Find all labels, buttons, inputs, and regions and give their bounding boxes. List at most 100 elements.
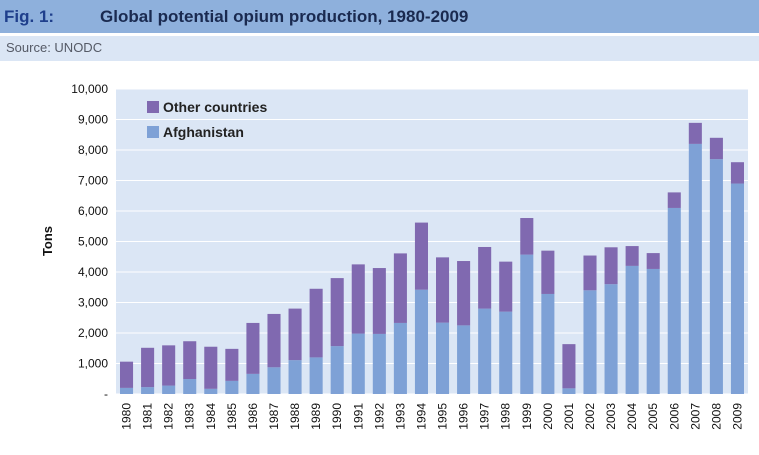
bar-other-countries-1989 bbox=[309, 288, 323, 358]
bar-afghanistan-2007 bbox=[688, 143, 702, 394]
chart-title: Global potential opium production, 1980-… bbox=[100, 7, 469, 26]
x-tick-label: 1989 bbox=[309, 403, 323, 430]
bar-afghanistan-1997 bbox=[478, 308, 492, 394]
x-tick-label: 1985 bbox=[225, 403, 239, 430]
bar-afghanistan-2005 bbox=[646, 268, 660, 394]
bar-other-countries-2006 bbox=[667, 192, 681, 208]
x-tick-label: 1993 bbox=[393, 403, 407, 430]
x-tick-label: 1999 bbox=[520, 403, 534, 430]
x-tick-label: 2008 bbox=[709, 403, 723, 430]
bar-afghanistan-1993 bbox=[393, 322, 407, 394]
x-tick-label: 2000 bbox=[541, 403, 555, 430]
bar-afghanistan-1995 bbox=[436, 322, 450, 394]
source-text: Source: UNODC bbox=[6, 40, 103, 55]
bar-afghanistan-2002 bbox=[583, 290, 597, 394]
x-tick-label: 2002 bbox=[583, 403, 597, 430]
gridlines bbox=[116, 88, 748, 395]
x-tick-label: 2009 bbox=[730, 403, 744, 430]
bar-other-countries-1996 bbox=[457, 261, 471, 326]
y-tick-label: - bbox=[104, 387, 108, 401]
bar-other-countries-2008 bbox=[709, 137, 723, 160]
bar-afghanistan-2009 bbox=[730, 183, 744, 394]
figure-label: Fig. 1: bbox=[4, 7, 55, 26]
x-tick-label: 1983 bbox=[183, 403, 197, 430]
y-tick-label: 10,000 bbox=[71, 82, 108, 96]
bar-afghanistan-1990 bbox=[330, 346, 344, 394]
bar-other-countries-1986 bbox=[246, 322, 260, 374]
bar-afghanistan-1983 bbox=[183, 379, 197, 394]
bar-afghanistan-1980 bbox=[120, 387, 134, 394]
y-tick-label: 4,000 bbox=[78, 265, 108, 279]
bar-afghanistan-1991 bbox=[351, 333, 365, 394]
x-tick-label: 1998 bbox=[499, 403, 513, 430]
y-tick-label: 1,000 bbox=[78, 357, 108, 371]
bar-afghanistan-1985 bbox=[225, 380, 239, 394]
x-tick-label: 1981 bbox=[141, 403, 155, 430]
bar-afghanistan-1988 bbox=[288, 360, 302, 394]
x-tick-label: 2007 bbox=[688, 403, 702, 430]
x-tick-label: 1997 bbox=[478, 403, 492, 430]
x-tick-label: 1996 bbox=[457, 403, 471, 430]
bar-other-countries-1984 bbox=[204, 346, 218, 389]
y-tick-label: 7,000 bbox=[78, 174, 108, 188]
bar-afghanistan-1982 bbox=[162, 385, 176, 394]
x-axis-ticks: 1980 1981 1982 1983 1984 1985 1986 1987 1988 1989… bbox=[120, 403, 745, 430]
bar-other-countries-2002 bbox=[583, 255, 597, 291]
bar-other-countries-1993 bbox=[393, 253, 407, 323]
legend-swatch-afghanistan bbox=[147, 126, 159, 138]
y-tick-label: 3,000 bbox=[78, 296, 108, 310]
bar-afghanistan-1989 bbox=[309, 357, 323, 394]
bar-afghanistan-2000 bbox=[541, 293, 555, 394]
y-tick-label: 9,000 bbox=[78, 113, 108, 127]
bar-other-countries-1982 bbox=[162, 345, 176, 386]
bar-afghanistan-1984 bbox=[204, 388, 218, 394]
x-tick-label: 1992 bbox=[372, 403, 386, 430]
bar-other-countries-2004 bbox=[625, 246, 639, 266]
x-tick-label: 1982 bbox=[162, 403, 176, 430]
bar-other-countries-1997 bbox=[478, 246, 492, 309]
y-tick-label: 8,000 bbox=[78, 143, 108, 157]
bar-afghanistan-1992 bbox=[372, 333, 386, 394]
bar-other-countries-2005 bbox=[646, 253, 660, 269]
bar-afghanistan-1987 bbox=[267, 367, 281, 394]
x-tick-label: 1984 bbox=[204, 403, 218, 430]
x-tick-label: 2001 bbox=[562, 403, 576, 430]
bar-other-countries-2007 bbox=[688, 122, 702, 144]
bar-afghanistan-1999 bbox=[520, 254, 534, 394]
bar-other-countries-2009 bbox=[730, 162, 744, 184]
bar-afghanistan-2003 bbox=[604, 284, 618, 394]
bar-afghanistan-1994 bbox=[414, 289, 428, 394]
bar-afghanistan-1998 bbox=[499, 311, 513, 394]
bar-other-countries-1992 bbox=[372, 268, 386, 334]
legend: Other countries Afghanistan bbox=[147, 99, 267, 140]
x-tick-label: 2005 bbox=[646, 403, 660, 430]
x-tick-label: 1991 bbox=[351, 403, 365, 430]
x-tick-label: 1990 bbox=[330, 403, 344, 430]
legend-swatch-other-countries bbox=[147, 101, 159, 113]
bar-other-countries-1990 bbox=[330, 278, 344, 347]
bar-other-countries-1987 bbox=[267, 313, 281, 368]
source-bar: Source: UNODC bbox=[0, 36, 759, 61]
y-tick-label: 2,000 bbox=[78, 326, 108, 340]
x-tick-label: 1980 bbox=[120, 403, 134, 430]
bar-other-countries-1995 bbox=[436, 257, 450, 323]
x-tick-label: 1988 bbox=[288, 403, 302, 430]
bar-other-countries-1985 bbox=[225, 348, 239, 381]
bar-afghanistan-2004 bbox=[625, 265, 639, 394]
y-tick-label: 6,000 bbox=[78, 204, 108, 218]
y-axis-ticks: - 1,000 2,000 3,000 4,000 5,000 6,000 7,000 8,00… bbox=[71, 82, 108, 401]
bar-afghanistan-1986 bbox=[246, 373, 260, 394]
bar-other-countries-1981 bbox=[141, 347, 155, 388]
x-tick-label: 1987 bbox=[267, 403, 281, 430]
bar-afghanistan-1996 bbox=[457, 325, 471, 394]
title-bar: Fig. 1: Global potential opium productio… bbox=[0, 0, 759, 33]
legend-label-other-countries: Other countries bbox=[163, 99, 267, 115]
bar-other-countries-2003 bbox=[604, 247, 618, 285]
bar-afghanistan-1981 bbox=[141, 387, 155, 394]
bar-other-countries-1991 bbox=[351, 264, 365, 334]
bar-afghanistan-2001 bbox=[562, 388, 576, 394]
bar-afghanistan-2006 bbox=[667, 207, 681, 394]
x-tick-label: 1994 bbox=[414, 403, 428, 430]
y-tick-label: 5,000 bbox=[78, 235, 108, 249]
